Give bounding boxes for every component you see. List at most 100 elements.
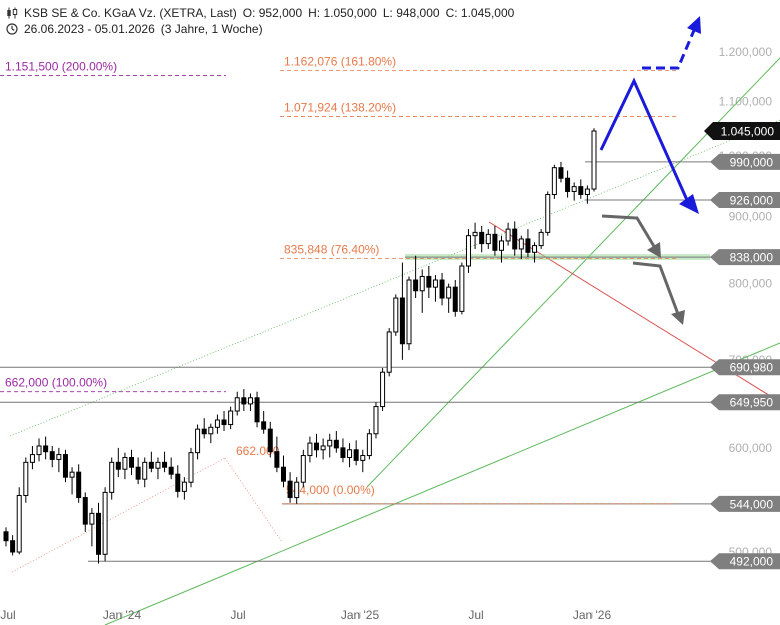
level-tag [710,553,780,570]
x-tick-label: Jul [230,608,245,622]
candle-down [452,286,458,312]
candle-down [314,442,320,451]
candle-up [327,439,333,447]
chart-header-line-2: 26.06.2023 - 05.01.2026 (3 Jahre, 1 Woche… [6,21,263,36]
fib-base-dotted-line-1 [11,457,226,573]
y-tick-label: 500,000 [729,545,773,559]
candle-down [168,466,174,475]
instrument-name: KSB SE & Co. KGaA Vz. (XETRA, Last) [24,5,237,20]
swing-high-annotation: 662.000 [236,444,280,458]
y-tick-label: 900,000 [729,209,773,223]
candle-down [129,456,135,468]
candle-up [247,397,253,405]
fib-level-label: 1.071,924 (138.20%) [284,100,396,114]
low-value: L: 948,000 [382,5,440,20]
bearish-scenario-arrowhead-1 [647,242,661,258]
candle-up [551,167,557,196]
level-tag-label: 544,000 [730,497,774,511]
candle-down [261,421,267,430]
candle-up [419,275,425,292]
candle-up [366,433,372,457]
candle-down [353,449,359,461]
candle-down [512,228,518,250]
y-tick-label: 700,000 [729,353,773,367]
chart-header-line-1: KSB SE & Co. KGaA Vz. (XETRA, Last) O: 95… [6,5,514,20]
candle-up [459,265,465,312]
candle-down [162,461,168,468]
candle-up [320,445,326,451]
level-tag-label: 926,000 [730,194,774,208]
candle-down [280,466,286,482]
candle-up [234,397,240,412]
candle-down [479,231,485,245]
candle-up [485,233,491,245]
candle-up [465,235,471,267]
candle-up [16,494,22,553]
candle-down [492,233,498,251]
level-tag [710,192,780,209]
candle-up [109,461,115,493]
breakout-scenario-path [642,27,697,70]
level-tag-label: 649,950 [730,396,774,410]
level-tag-label: 990,000 [730,155,774,169]
date-span: (3 Jahre, 1 Woche) [160,21,263,36]
level-tag [710,359,780,376]
candle-up [228,410,234,426]
candle-down [399,297,405,345]
candle-down [267,428,273,453]
candle-up [122,456,128,470]
y-tick-label: 1.000,000 [719,149,773,163]
fib-level-label: 835,848 (76.40%) [284,243,379,257]
candle-down [525,238,531,253]
candle-down [135,466,141,480]
candle-down [558,167,564,179]
candle-up [591,130,597,190]
level-tag-label: 690,980 [730,361,774,375]
candle-down [413,279,419,292]
x-tick-label: Jul [0,608,15,622]
x-tick-label: Jul [468,608,483,622]
candle-up [538,231,544,247]
candle-up [472,231,478,237]
fib-extension-label: 662,000 (100.00%) [5,376,107,390]
candle-up [571,186,577,192]
support-trendline [366,57,780,488]
fib-level-label: 1.162,076 (161.80%) [284,54,396,68]
candle-up [102,491,108,555]
candle-up [195,428,201,454]
candle-up [69,471,75,478]
candle-up [208,426,214,435]
y-tick-label: 1.200,000 [719,45,773,59]
clock-icon [6,23,18,35]
current-price-label: 1.045,000 [721,124,775,138]
candle-up [307,442,313,457]
candle-down [426,275,432,288]
long-term-trendline [104,342,780,625]
candle-up [300,455,306,483]
x-tick-label: Jan '24 [103,608,142,622]
candle-down [254,397,260,423]
candle-down [115,461,121,470]
candle-up [380,371,386,408]
current-price-tag [704,121,780,140]
candle-down [3,531,9,542]
candle-up [56,454,62,460]
candle-up [23,461,29,496]
resistance-trendline [488,221,780,403]
candle-up [360,455,366,461]
open-value: O: 952,000 [242,5,303,20]
candle-up [214,419,220,428]
dotted-trendline [9,119,780,437]
bearish-scenario-arrowhead-2 [671,310,685,325]
candle-up [584,188,590,196]
candle-up [505,228,511,242]
bearish-scenario-path-1 [601,214,657,249]
candle-up [532,245,538,253]
candle-down [333,439,339,449]
level-tag-label: 838,000 [730,251,774,265]
candlestick-icon [7,7,18,19]
y-tick-label: 600,000 [729,441,773,455]
candle-down [76,471,82,499]
candle-up [545,194,551,233]
